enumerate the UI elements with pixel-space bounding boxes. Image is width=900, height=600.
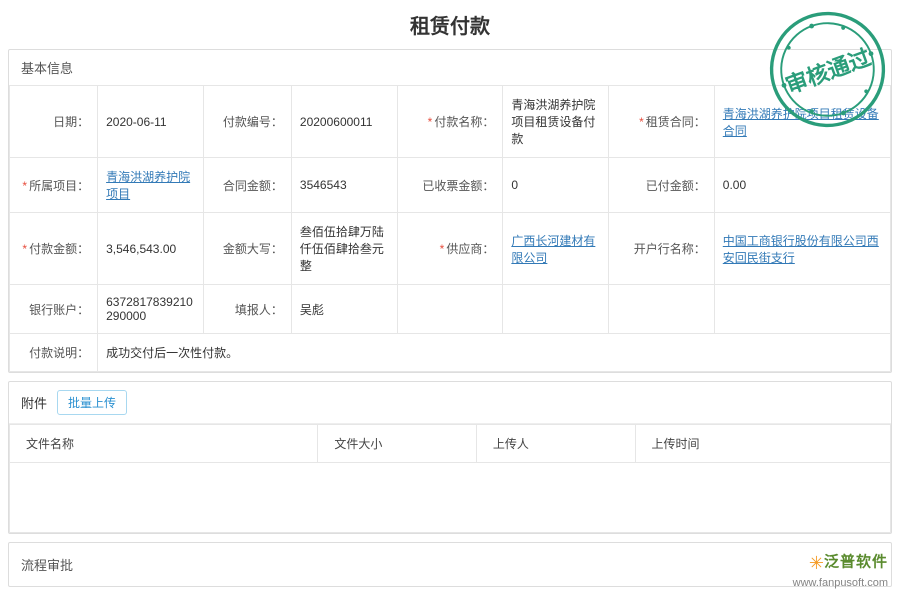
field-value xyxy=(714,285,890,334)
field-value: 3546543 xyxy=(291,158,397,213)
field-label xyxy=(397,285,503,334)
field-label: 日期： xyxy=(10,86,98,158)
field-label: 已收票金额： xyxy=(397,158,503,213)
field-value: 青海洪湖养护院项目租赁设备合同 xyxy=(714,86,890,158)
field-label: *租赁合同： xyxy=(609,86,715,158)
field-label: 银行账户： xyxy=(10,285,98,334)
desc-value: 成功交付后一次性付款。 xyxy=(98,334,891,372)
link-value[interactable]: 中国工商银行股份有限公司西安回民街支行 xyxy=(723,234,879,265)
attachments-title: 附件 xyxy=(21,393,47,412)
basic-info-table: 日期：2020-06-11付款编号：20200600011*付款名称：青海洪湖养… xyxy=(9,85,891,372)
field-value xyxy=(503,285,609,334)
desc-label: 付款说明： xyxy=(10,334,98,372)
field-label xyxy=(609,285,715,334)
field-label: 合同金额： xyxy=(203,158,291,213)
link-value[interactable]: 广西长河建材有限公司 xyxy=(511,234,595,265)
field-value: 青海洪湖养护院项目 xyxy=(98,158,204,213)
link-value[interactable]: 青海洪湖养护院项目 xyxy=(106,170,190,201)
attachments-section: 附件 批量上传 文件名称 文件大小 上传人 上传时间 xyxy=(8,381,892,534)
field-label: 金额大写： xyxy=(203,213,291,285)
att-col-uploader: 上传人 xyxy=(476,425,635,463)
att-empty-row xyxy=(10,463,891,533)
field-value: 0.00 xyxy=(714,158,890,213)
approval-section: 流程审批 xyxy=(8,542,892,587)
link-value[interactable]: 青海洪湖养护院项目租赁设备合同 xyxy=(723,107,879,138)
att-col-time: 上传时间 xyxy=(635,425,891,463)
basic-info-title: 基本信息 xyxy=(9,50,891,85)
field-value: 2020-06-11 xyxy=(98,86,204,158)
basic-info-section: 基本信息 日期：2020-06-11付款编号：20200600011*付款名称：… xyxy=(8,49,892,373)
field-label: 填报人： xyxy=(203,285,291,334)
page-title: 租赁付款 xyxy=(0,0,900,49)
field-value: 广西长河建材有限公司 xyxy=(503,213,609,285)
field-value: 0 xyxy=(503,158,609,213)
field-label: 开户行名称： xyxy=(609,213,715,285)
field-label: *所属项目： xyxy=(10,158,98,213)
field-value: 6372817839210290000 xyxy=(98,285,204,334)
field-value: 3,546,543.00 xyxy=(98,213,204,285)
field-value: 叁佰伍拾肆万陆仟伍佰肆拾叁元整 xyxy=(291,213,397,285)
field-label: 付款编号： xyxy=(203,86,291,158)
field-label: *供应商： xyxy=(397,213,503,285)
field-value: 吴彪 xyxy=(291,285,397,334)
field-value: 20200600011 xyxy=(291,86,397,158)
field-label: 已付金额： xyxy=(609,158,715,213)
att-col-size: 文件大小 xyxy=(318,425,477,463)
batch-upload-button[interactable]: 批量上传 xyxy=(57,390,127,415)
approval-title: 流程审批 xyxy=(9,543,891,586)
field-label: *付款名称： xyxy=(397,86,503,158)
field-label: *付款金额： xyxy=(10,213,98,285)
attachments-table: 文件名称 文件大小 上传人 上传时间 xyxy=(9,424,891,533)
field-value: 青海洪湖养护院项目租赁设备付款 xyxy=(503,86,609,158)
field-value: 中国工商银行股份有限公司西安回民街支行 xyxy=(714,213,890,285)
att-col-name: 文件名称 xyxy=(10,425,318,463)
